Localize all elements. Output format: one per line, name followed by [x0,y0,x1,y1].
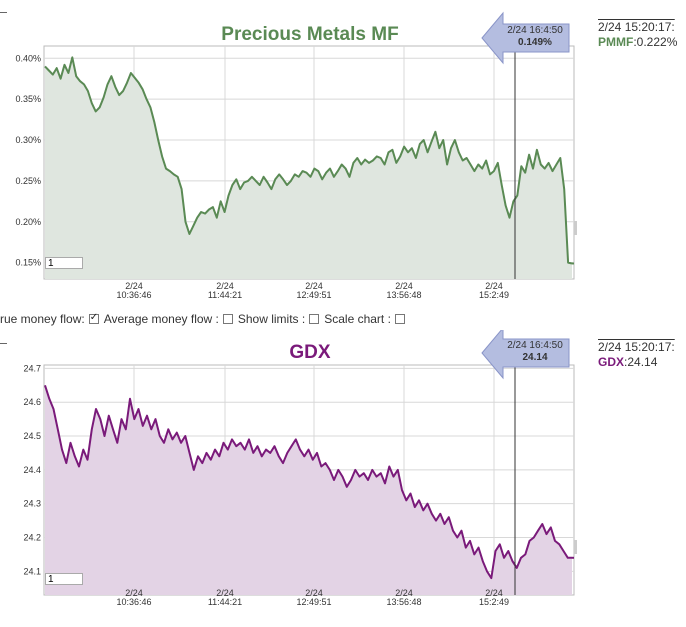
pmmf-side-info: 2/24 15:20:17: PMMF:0.222% [598,20,677,50]
x-tick-time: 11:44:21 [208,597,242,607]
average-money-flow-option: Average money flow : [104,312,238,326]
y-tick-label: 24.5 [23,431,41,441]
x-tick-time: 15:2:49 [479,597,509,607]
scale-chart-label: Scale chart : [324,312,391,326]
x-tick-time: 11:44:21 [208,290,242,300]
scroll-handle[interactable] [574,221,577,235]
gdx-series-line [44,384,572,580]
pmmf-side-value: :0.222% [633,35,678,49]
scale-chart-extra-checkbox[interactable] [394,314,405,324]
show-limits-label: Show limits : [237,312,306,326]
gdx-chart-title: GDX [289,342,331,363]
gdx-side-time: 2/24 15:20:17: [598,340,675,354]
gdx-area-fill [45,385,572,595]
x-tick-time: 15:2:49 [479,290,509,300]
y-tick-label: 0.15% [15,258,41,268]
precious-metals-chart: 0.40%0.35%0.30%0.25%0.20%0.15%2/2410:36:… [15,11,577,300]
y-tick-label: 0.25% [15,176,41,186]
pmmf-side-label: PMMF [598,35,634,49]
left-dash-top [0,12,7,13]
y-tick-label: 24.3 [23,499,41,509]
show-limits-checkbox[interactable] [222,314,233,324]
x-tick-time: 12:49:51 [296,597,331,607]
callout-value: 0.149% [518,37,552,48]
x-tick-date: 2/24 [216,588,234,598]
x-tick-date: 2/24 [395,281,413,291]
true-money-flow-option: rue money flow: [0,312,104,326]
x-tick-time: 12:49:51 [296,290,331,300]
scale-chart-checkbox[interactable] [309,314,320,324]
pmmf-zoom-input[interactable]: 1 [45,257,83,269]
pmmf-series-line [44,56,573,265]
x-tick-date: 2/24 [305,588,323,598]
left-dash-bottom [0,343,7,344]
options-row: rue money flow: Average money flow : Sho… [0,311,410,327]
x-tick-date: 2/24 [305,281,323,291]
gdx-zoom-input[interactable]: 1 [45,573,83,585]
pmmf-chart-title: Precious Metals MF [221,24,398,45]
y-tick-label: 24.6 [23,397,41,407]
x-tick-time: 10:36:46 [116,597,151,607]
y-tick-label: 24.4 [23,465,41,475]
x-tick-date: 2/24 [216,281,234,291]
y-tick-label: 24.7 [23,363,41,373]
true-money-flow-label: rue money flow: [0,312,85,326]
x-tick-date: 2/24 [395,588,413,598]
pmmf-area-fill [45,57,572,280]
average-money-flow-label: Average money flow : [103,312,219,326]
callout-time: 2/24 16:4:50 [507,340,563,351]
pmmf-value-callout: 2/24 16:4:500.149% [481,11,570,65]
x-tick-time: 13:56:48 [386,290,421,300]
y-tick-label: 0.35% [15,94,41,104]
show-limits-option: Show limits : [238,312,324,326]
x-tick-date: 2/24 [125,281,143,291]
callout-arrow-shape [481,11,570,65]
x-tick-date: 2/24 [485,281,503,291]
callout-value: 24.14 [522,352,547,363]
pmmf-zoom-value: 1 [48,258,54,269]
x-tick-date: 2/24 [125,588,143,598]
gdx-zoom-value: 1 [48,574,54,585]
scale-chart-option: Scale chart : [324,312,410,326]
x-tick-date: 2/24 [485,588,503,598]
callout-time: 2/24 16:4:50 [507,25,563,36]
y-tick-label: 24.1 [23,566,41,576]
gdx-chart: 24.724.624.524.424.324.224.12/2410:36:46… [23,330,577,607]
pmmf-side-time: 2/24 15:20:17: [598,20,675,34]
scroll-handle[interactable] [574,540,577,554]
x-tick-time: 13:56:48 [386,597,421,607]
y-tick-label: 0.40% [15,53,41,63]
x-tick-time: 10:36:46 [116,290,151,300]
gdx-side-value: :24.14 [624,355,658,369]
y-tick-label: 0.30% [15,135,41,145]
y-tick-label: 0.20% [15,217,41,227]
average-money-flow-checkbox[interactable] [88,312,99,324]
gdx-side-label: GDX [598,355,625,369]
callout-arrow-shape [481,330,570,380]
gdx-side-info: 2/24 15:20:17: GDX:24.14 [598,340,675,370]
y-tick-label: 24.2 [23,533,41,543]
